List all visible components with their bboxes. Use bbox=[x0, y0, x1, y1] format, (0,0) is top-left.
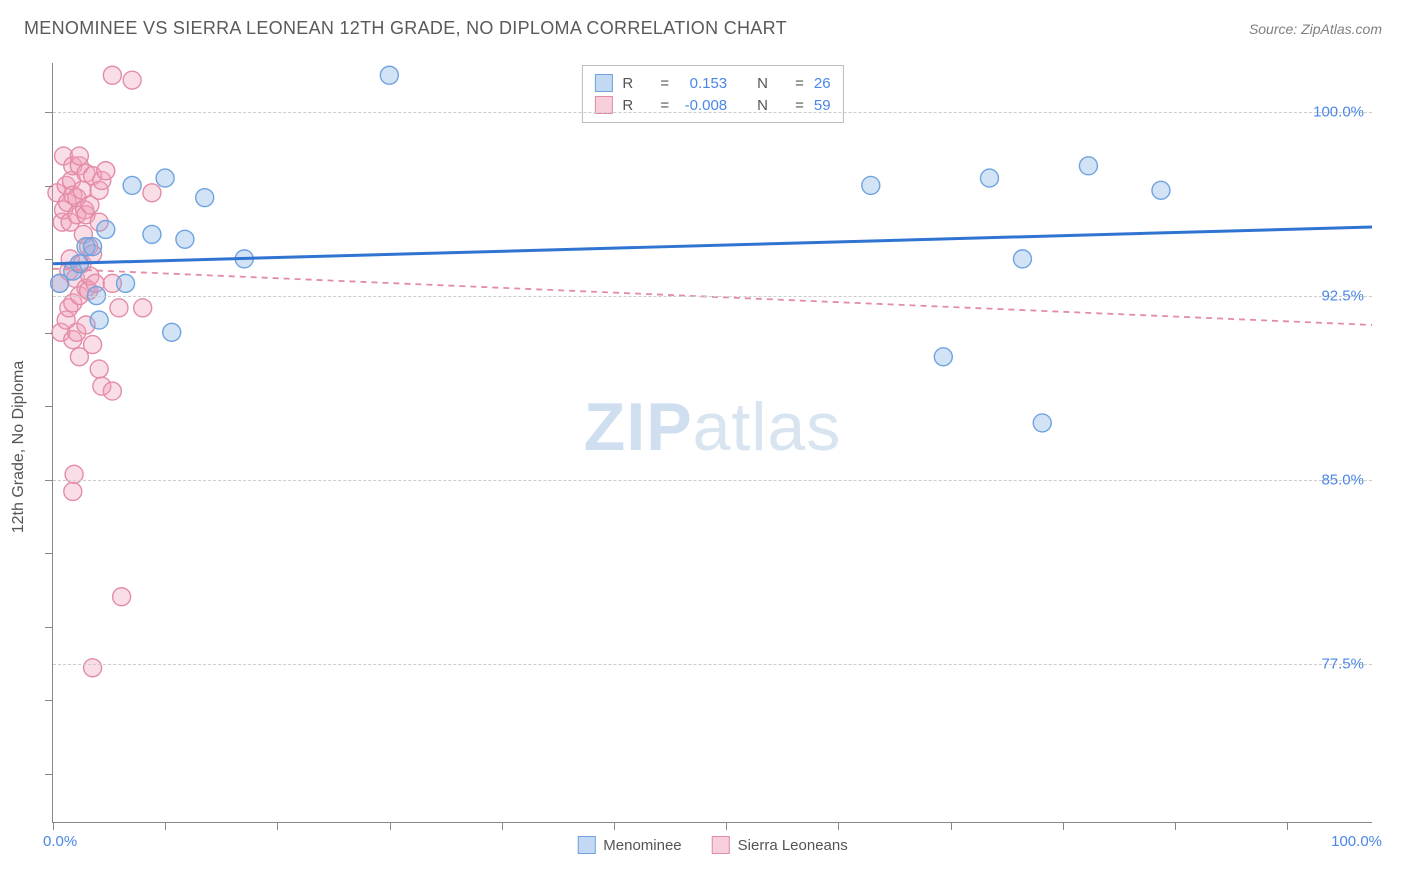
data-point bbox=[1152, 181, 1170, 199]
legend-item: Menominee bbox=[577, 836, 681, 854]
data-point bbox=[113, 588, 131, 606]
x-axis-min: 0.0% bbox=[43, 833, 77, 850]
x-tick bbox=[1063, 822, 1064, 830]
data-point bbox=[97, 162, 115, 180]
y-tick bbox=[45, 186, 53, 187]
y-tick bbox=[45, 627, 53, 628]
data-point bbox=[70, 147, 88, 165]
stats-swatch bbox=[594, 74, 612, 92]
gridline bbox=[53, 112, 1372, 113]
y-tick bbox=[45, 774, 53, 775]
gridline bbox=[53, 296, 1372, 297]
data-point bbox=[90, 311, 108, 329]
y-tick bbox=[45, 259, 53, 260]
y-tick bbox=[45, 553, 53, 554]
x-tick bbox=[502, 822, 503, 830]
data-point bbox=[134, 299, 152, 317]
data-point bbox=[84, 659, 102, 677]
data-point bbox=[90, 360, 108, 378]
data-point bbox=[84, 238, 102, 256]
y-tick bbox=[45, 700, 53, 701]
data-point bbox=[123, 71, 141, 89]
legend-label: Sierra Leoneans bbox=[738, 837, 848, 854]
data-point bbox=[84, 336, 102, 354]
x-tick bbox=[53, 822, 54, 830]
plot-area: ZIPatlas R=0.153N=26R=-0.008N=59 0.0% 10… bbox=[52, 63, 1372, 823]
y-tick-label: 77.5% bbox=[1321, 655, 1364, 672]
stats-eq: = bbox=[795, 97, 804, 114]
x-tick bbox=[390, 822, 391, 830]
stats-eq: = bbox=[795, 75, 804, 92]
x-tick bbox=[1175, 822, 1176, 830]
stats-eq: = bbox=[660, 97, 669, 114]
y-tick-label: 100.0% bbox=[1313, 104, 1364, 121]
stats-eq: = bbox=[660, 75, 669, 92]
data-point bbox=[110, 299, 128, 317]
y-tick-label: 92.5% bbox=[1321, 287, 1364, 304]
data-point bbox=[163, 323, 181, 341]
data-point bbox=[143, 184, 161, 202]
source-label: Source: ZipAtlas.com bbox=[1249, 21, 1382, 37]
legend-swatch bbox=[712, 836, 730, 854]
data-point bbox=[103, 66, 121, 84]
data-point bbox=[123, 176, 141, 194]
stats-n-value: 26 bbox=[814, 75, 831, 92]
y-tick bbox=[45, 406, 53, 407]
data-point bbox=[934, 348, 952, 366]
stats-r-label: R bbox=[622, 75, 650, 92]
x-tick bbox=[951, 822, 952, 830]
data-point bbox=[117, 274, 135, 292]
x-tick bbox=[165, 822, 166, 830]
stats-r-value: -0.008 bbox=[679, 97, 727, 114]
data-point bbox=[1033, 414, 1051, 432]
data-point bbox=[980, 169, 998, 187]
y-tick bbox=[45, 480, 53, 481]
data-point bbox=[97, 221, 115, 239]
data-point bbox=[1013, 250, 1031, 268]
data-point bbox=[64, 482, 82, 500]
gridline bbox=[53, 664, 1372, 665]
legend-swatch bbox=[577, 836, 595, 854]
stats-box: R = 0.153 N = 26 R = -0.008 N = 59 bbox=[581, 65, 843, 123]
y-tick bbox=[45, 333, 53, 334]
chart-wrapper: 12th Grade, No Diploma ZIPatlas R=0.153N… bbox=[0, 47, 1406, 867]
stats-n-label: N bbox=[757, 97, 785, 114]
data-point bbox=[103, 382, 121, 400]
data-point bbox=[380, 66, 398, 84]
data-point bbox=[176, 230, 194, 248]
trend-line bbox=[53, 227, 1372, 264]
legend-label: Menominee bbox=[603, 837, 681, 854]
x-tick bbox=[726, 822, 727, 830]
y-tick-label: 85.0% bbox=[1321, 471, 1364, 488]
chart-title: MENOMINEE VS SIERRA LEONEAN 12TH GRADE, … bbox=[24, 18, 787, 39]
chart-svg bbox=[53, 63, 1372, 822]
x-axis-max: 100.0% bbox=[1331, 833, 1382, 850]
data-point bbox=[196, 189, 214, 207]
y-axis-label: 12th Grade, No Diploma bbox=[10, 361, 28, 534]
bottom-legend: Menominee Sierra Leoneans bbox=[577, 836, 847, 854]
data-point bbox=[1079, 157, 1097, 175]
y-tick bbox=[45, 112, 53, 113]
x-tick bbox=[1287, 822, 1288, 830]
x-tick bbox=[838, 822, 839, 830]
stats-n-label: N bbox=[757, 75, 785, 92]
x-tick bbox=[614, 822, 615, 830]
legend-item: Sierra Leoneans bbox=[712, 836, 848, 854]
stats-r-value: 0.153 bbox=[679, 75, 727, 92]
stats-row: R = 0.153 N = 26 bbox=[594, 72, 830, 94]
stats-r-label: R bbox=[622, 97, 650, 114]
data-point bbox=[143, 225, 161, 243]
data-point bbox=[156, 169, 174, 187]
gridline bbox=[53, 480, 1372, 481]
stats-n-value: 59 bbox=[814, 97, 831, 114]
data-point bbox=[862, 176, 880, 194]
x-tick bbox=[277, 822, 278, 830]
